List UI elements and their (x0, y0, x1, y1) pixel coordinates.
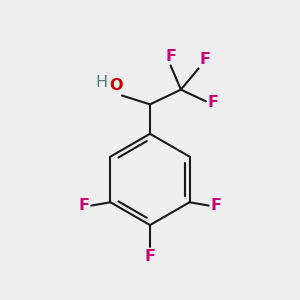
Text: F: F (79, 198, 89, 213)
Text: F: F (165, 49, 176, 64)
Text: F: F (200, 52, 211, 67)
Text: H: H (96, 75, 108, 90)
Text: F: F (208, 95, 219, 110)
Text: F: F (145, 249, 155, 264)
Text: F: F (211, 198, 221, 213)
Text: O: O (109, 78, 123, 93)
